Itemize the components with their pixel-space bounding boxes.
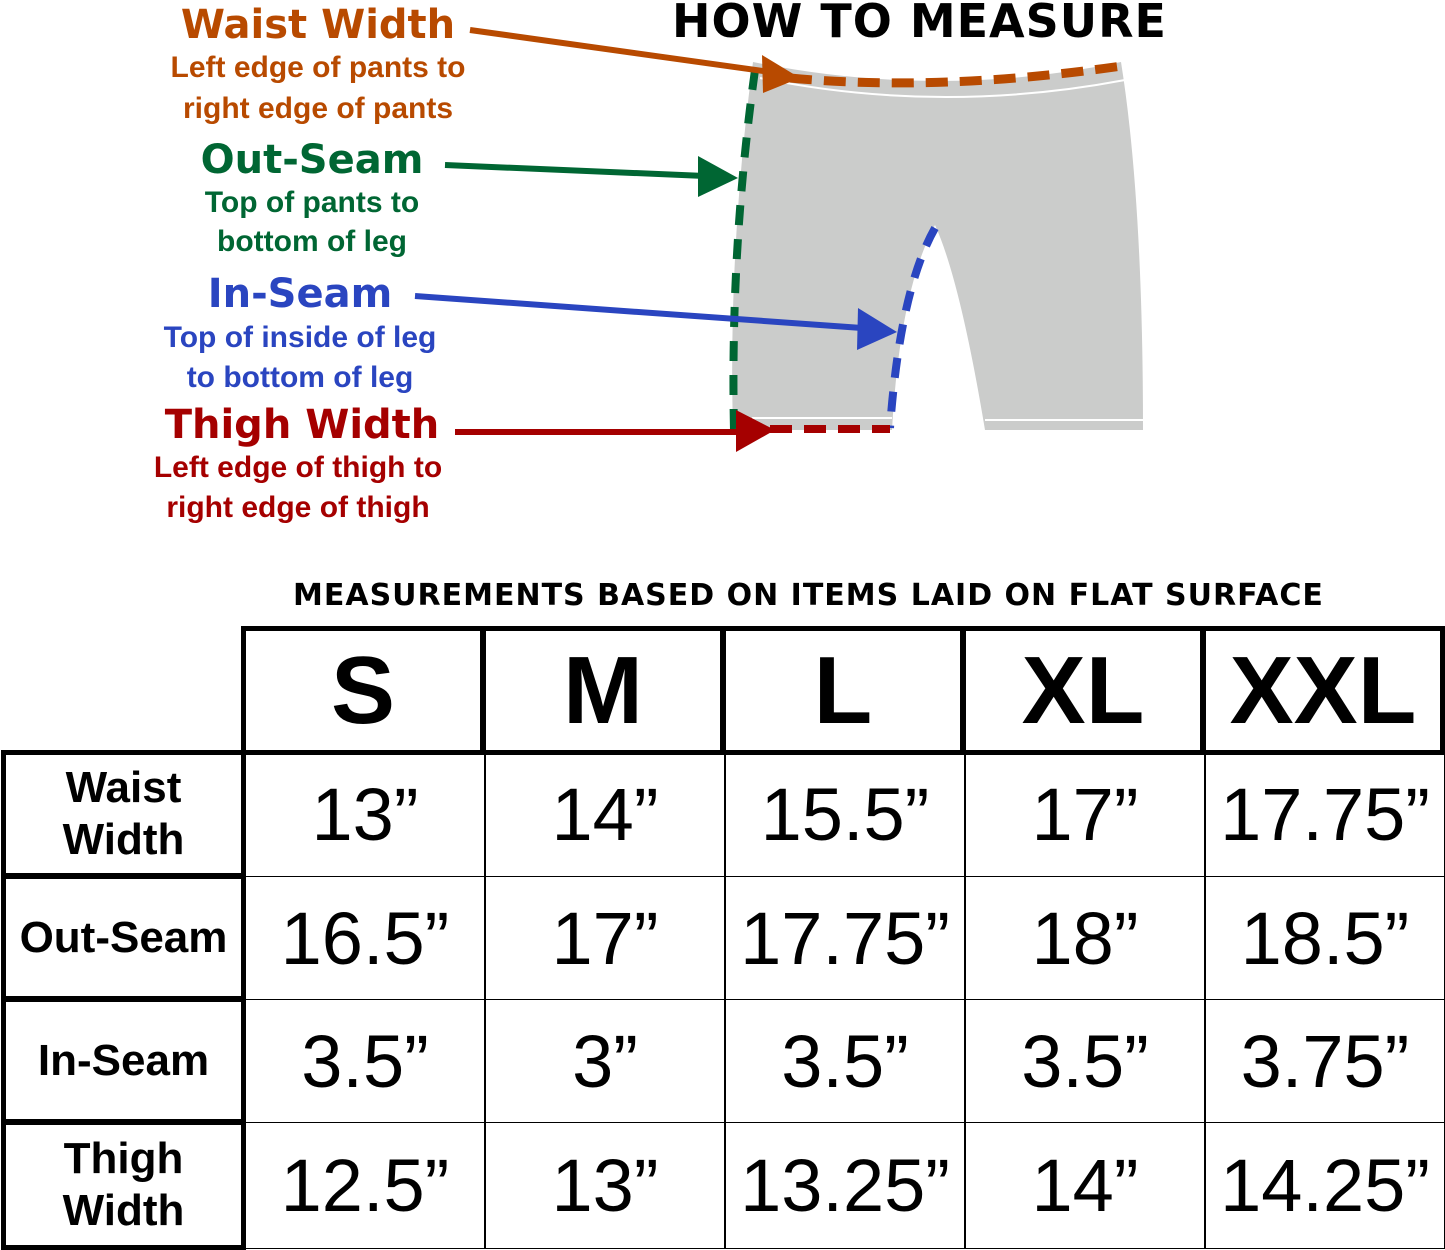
table-cell: 14” (965, 1122, 1205, 1249)
inseam-label: In-Seam (207, 271, 393, 317)
inseam-desc: to bottom of leg (186, 361, 414, 394)
table-cell: 14.25” (1205, 1122, 1445, 1249)
size-header-m: M (481, 626, 725, 755)
row-label: Thigh Width (1, 1120, 246, 1250)
outseam-desc: bottom of leg (217, 225, 407, 258)
outseam-dashed-line (729, 69, 759, 431)
table-cell: 3.5” (245, 999, 485, 1123)
thigh-arrow (455, 410, 775, 452)
table-cell: 18” (965, 876, 1205, 1000)
outseam-desc: Top of pants to (204, 186, 420, 219)
table-cell: 13.25” (725, 1122, 965, 1249)
waist-dashed-line (789, 61, 1123, 88)
outseam-arrow (444, 156, 738, 197)
shorts-illustration (732, 62, 1143, 430)
table-cell: 3.75” (1205, 999, 1445, 1123)
thigh-desc: Left edge of thigh to (153, 451, 443, 484)
table-cell: 13” (485, 1122, 725, 1249)
inseam-desc: Top of inside of leg (163, 321, 437, 354)
table-cell: 3.5” (725, 999, 965, 1123)
waist-desc: Left edge of pants to (170, 51, 466, 84)
size-header-xxl: XXL (1201, 626, 1445, 755)
inseam-arrow (414, 293, 897, 350)
waist-arrow (469, 27, 800, 93)
page-title: HOW TO MEASURE (672, 0, 1167, 48)
table-cell: 17.75” (1205, 752, 1445, 877)
thigh-desc: right edge of thigh (166, 491, 430, 524)
table-cell: 14” (485, 752, 725, 877)
table-cell: 16.5” (245, 876, 485, 1000)
outseam-label: Out-Seam (200, 137, 424, 183)
size-header-l: L (721, 626, 965, 755)
row-label: Out-Seam (1, 874, 246, 1001)
table-cell: 3.5” (965, 999, 1205, 1123)
table-cell: 12.5” (245, 1122, 485, 1249)
table-cell: 18.5” (1205, 876, 1445, 1000)
size-header-s: S (241, 626, 485, 755)
row-label: Waist Width (1, 750, 246, 878)
waist-desc: right edge of pants (183, 92, 453, 125)
table-cell: 17” (965, 752, 1205, 877)
inseam-dashed-line (886, 226, 939, 429)
table-cell: 3” (485, 999, 725, 1123)
waist-label: Waist Width (180, 2, 456, 48)
thigh-label: Thigh Width (164, 402, 440, 448)
table-cell: 15.5” (725, 752, 965, 877)
size-header-xl: XL (961, 626, 1205, 755)
table-cell: 17” (485, 876, 725, 1000)
shorts-diagram (414, 27, 1143, 452)
table-cell: 13” (245, 752, 485, 877)
table-cell: 17.75” (725, 876, 965, 1000)
row-label: In-Seam (1, 997, 246, 1124)
table-note: MEASUREMENTS BASED ON ITEMS LAID ON FLAT… (293, 578, 1324, 613)
